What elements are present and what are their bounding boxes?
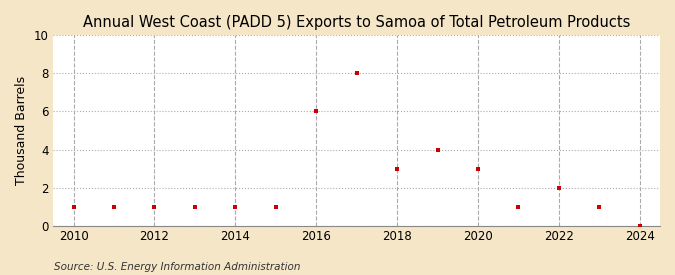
Point	[310, 109, 321, 114]
Point	[513, 204, 524, 209]
Point	[230, 204, 241, 209]
Point	[432, 147, 443, 152]
Point	[190, 204, 200, 209]
Point	[472, 166, 483, 171]
Text: Source: U.S. Energy Information Administration: Source: U.S. Energy Information Administ…	[54, 262, 300, 272]
Point	[109, 204, 119, 209]
Point	[594, 204, 605, 209]
Point	[68, 204, 79, 209]
Point	[634, 224, 645, 228]
Point	[351, 71, 362, 76]
Point	[554, 185, 564, 190]
Point	[271, 204, 281, 209]
Title: Annual West Coast (PADD 5) Exports to Samoa of Total Petroleum Products: Annual West Coast (PADD 5) Exports to Sa…	[83, 15, 630, 30]
Point	[149, 204, 160, 209]
Y-axis label: Thousand Barrels: Thousand Barrels	[15, 76, 28, 185]
Point	[392, 166, 402, 171]
